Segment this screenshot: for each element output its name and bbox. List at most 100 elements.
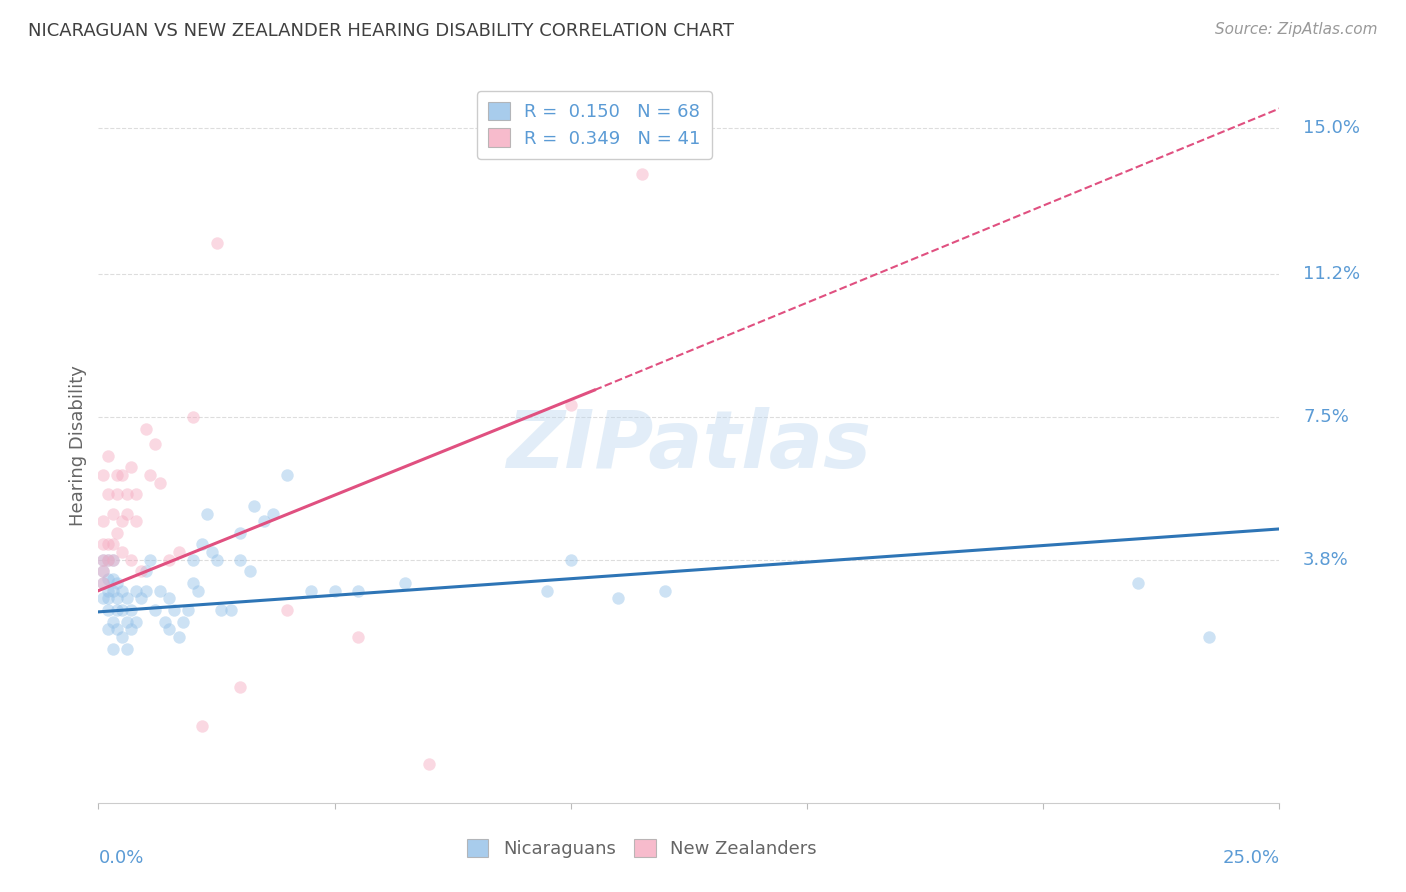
Point <box>229 680 252 694</box>
Point <box>654 583 676 598</box>
Text: 11.2%: 11.2% <box>1303 265 1360 284</box>
Point <box>115 487 138 501</box>
Point <box>181 410 204 425</box>
Text: 7.5%: 7.5% <box>1303 408 1348 426</box>
Point <box>97 553 120 567</box>
Text: 15.0%: 15.0% <box>1303 119 1360 136</box>
Text: 25.0%: 25.0% <box>1222 849 1279 867</box>
Point <box>560 399 582 413</box>
Point <box>91 576 114 591</box>
Point <box>347 630 370 644</box>
Text: NICARAGUAN VS NEW ZEALANDER HEARING DISABILITY CORRELATION CHART: NICARAGUAN VS NEW ZEALANDER HEARING DISA… <box>28 22 734 40</box>
Point <box>630 167 652 181</box>
Point <box>125 514 148 528</box>
Point <box>177 603 200 617</box>
Point <box>105 467 128 482</box>
Point <box>97 591 120 606</box>
Point <box>229 553 252 567</box>
Point <box>1198 630 1220 644</box>
Point <box>121 460 143 475</box>
Point <box>91 565 114 579</box>
Point <box>157 622 180 636</box>
Point <box>139 467 162 482</box>
Point <box>111 545 134 559</box>
Point <box>91 565 114 579</box>
Point <box>239 565 262 579</box>
Point <box>97 603 120 617</box>
Point <box>157 553 180 567</box>
Point <box>229 525 252 540</box>
Point <box>135 565 157 579</box>
Text: 3.8%: 3.8% <box>1303 550 1348 569</box>
Point <box>135 583 157 598</box>
Text: 0.0%: 0.0% <box>98 849 143 867</box>
Point <box>105 603 128 617</box>
Point <box>97 583 120 598</box>
Point <box>91 576 114 591</box>
Point <box>111 467 134 482</box>
Point <box>111 630 134 644</box>
Point <box>101 537 124 551</box>
Point <box>323 583 346 598</box>
Point <box>105 622 128 636</box>
Point <box>125 615 148 629</box>
Point <box>394 576 416 591</box>
Point <box>167 545 190 559</box>
Point <box>347 583 370 598</box>
Point <box>101 553 124 567</box>
Point <box>299 583 322 598</box>
Point <box>560 553 582 567</box>
Point <box>121 603 143 617</box>
Point <box>125 487 148 501</box>
Y-axis label: Hearing Disability: Hearing Disability <box>69 366 87 526</box>
Point <box>135 422 157 436</box>
Point <box>276 467 298 482</box>
Point <box>111 514 134 528</box>
Point <box>149 475 172 490</box>
Point <box>1126 576 1149 591</box>
Point <box>101 507 124 521</box>
Point <box>91 553 114 567</box>
Point <box>97 572 120 586</box>
Point <box>115 591 138 606</box>
Point <box>607 591 630 606</box>
Point <box>191 537 214 551</box>
Point <box>101 553 124 567</box>
Point <box>129 591 152 606</box>
Point <box>201 545 224 559</box>
Point <box>219 603 242 617</box>
Point <box>195 507 218 521</box>
Point <box>167 630 190 644</box>
Point <box>115 641 138 656</box>
Point <box>181 553 204 567</box>
Point <box>97 553 120 567</box>
Point <box>105 525 128 540</box>
Point <box>105 591 128 606</box>
Point <box>105 487 128 501</box>
Point <box>149 583 172 598</box>
Point <box>191 719 214 733</box>
Point <box>97 449 120 463</box>
Point <box>143 603 166 617</box>
Point <box>125 583 148 598</box>
Point <box>91 553 114 567</box>
Point <box>91 467 114 482</box>
Point <box>101 641 124 656</box>
Legend: Nicaraguans, New Zealanders: Nicaraguans, New Zealanders <box>460 831 824 865</box>
Point <box>121 622 143 636</box>
Point <box>181 576 204 591</box>
Point <box>101 572 124 586</box>
Point <box>115 615 138 629</box>
Point <box>139 553 162 567</box>
Point <box>105 576 128 591</box>
Point <box>143 437 166 451</box>
Point <box>187 583 209 598</box>
Point <box>163 603 186 617</box>
Point <box>129 565 152 579</box>
Point <box>205 553 228 567</box>
Point <box>153 615 176 629</box>
Point <box>97 487 120 501</box>
Text: Source: ZipAtlas.com: Source: ZipAtlas.com <box>1215 22 1378 37</box>
Point <box>111 603 134 617</box>
Point <box>101 583 124 598</box>
